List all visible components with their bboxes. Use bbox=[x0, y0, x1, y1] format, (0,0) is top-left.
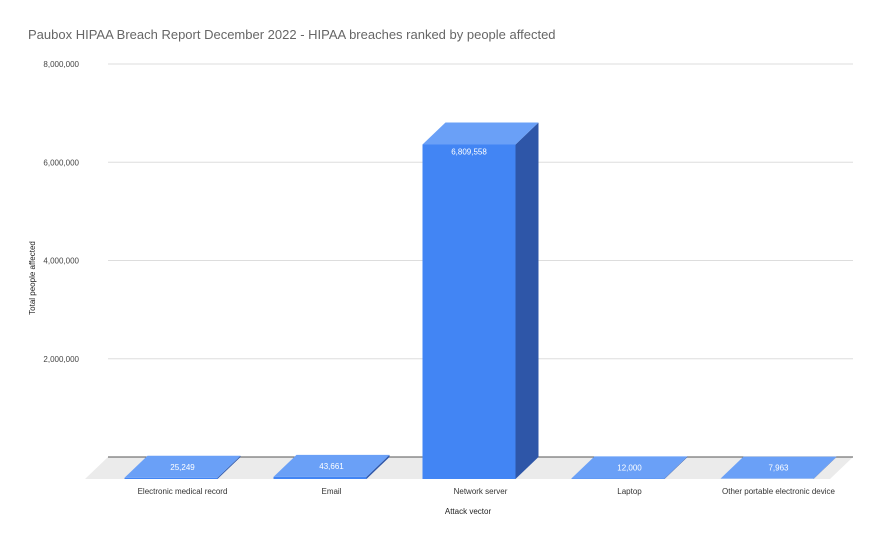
bar-top bbox=[422, 122, 539, 145]
bar: 43,661 bbox=[273, 454, 390, 479]
bar: 6,809,558 bbox=[422, 122, 539, 479]
bar: 7,963 bbox=[720, 456, 837, 479]
x-tick-label: Laptop bbox=[617, 487, 642, 496]
bar-top bbox=[720, 456, 837, 479]
bar-side bbox=[813, 456, 837, 479]
bar: 25,249 bbox=[124, 455, 241, 479]
y-tick-label: 2,000,000 bbox=[43, 355, 79, 364]
x-tick-label: Network server bbox=[454, 487, 508, 496]
data-label: 7,963 bbox=[768, 464, 789, 473]
bar-front bbox=[571, 478, 665, 479]
y-tick-label: 4,000,000 bbox=[43, 257, 79, 266]
y-axis-ticks: 2,000,000 4,000,000 6,000,000 8,000,000 bbox=[43, 60, 79, 364]
x-axis-categories: Electronic medical record Email Network se… bbox=[138, 487, 836, 496]
y-axis-label: Total people affected bbox=[28, 241, 37, 315]
x-tick-label: Electronic medical record bbox=[138, 487, 228, 496]
chart-title: Paubox HIPAA Breach Report December 2022… bbox=[28, 27, 556, 42]
bar-front bbox=[273, 476, 367, 479]
data-label: 12,000 bbox=[617, 463, 642, 472]
bar-top bbox=[273, 454, 390, 477]
x-tick-label: Other portable electronic device bbox=[722, 487, 836, 496]
bar-side bbox=[217, 455, 241, 479]
x-axis-label: Attack vector bbox=[445, 507, 492, 516]
data-label: 6,809,558 bbox=[451, 147, 487, 156]
bar-side bbox=[515, 122, 539, 479]
bar-side bbox=[664, 456, 688, 479]
y-tick-label: 6,000,000 bbox=[43, 158, 79, 167]
data-label: 25,249 bbox=[170, 463, 195, 472]
y-tick-label: 8,000,000 bbox=[43, 60, 79, 69]
bar-side bbox=[366, 454, 390, 479]
data-label: 43,661 bbox=[319, 462, 344, 471]
bar-front bbox=[124, 477, 218, 479]
bar: 12,000 bbox=[571, 456, 688, 479]
x-tick-label: Email bbox=[321, 487, 341, 496]
bar-top bbox=[571, 456, 688, 479]
bar-front bbox=[422, 144, 516, 479]
bars: 25,249 43,661 6,809,558 12,000 7,963 bbox=[124, 122, 837, 479]
bar-top bbox=[124, 455, 241, 478]
